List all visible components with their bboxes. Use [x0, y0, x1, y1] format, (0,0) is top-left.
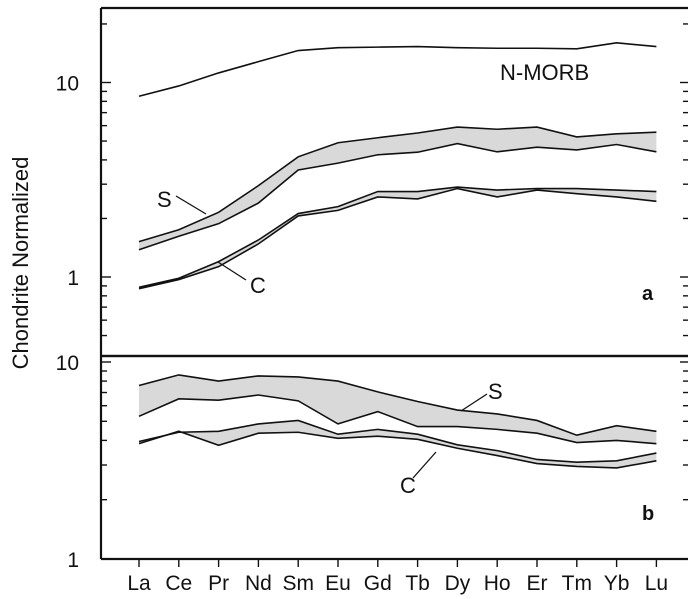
annotation-c-panel-b: C	[400, 473, 416, 498]
panel-label-a: a	[642, 283, 654, 305]
line-c-lower-panel-a	[138, 187, 657, 290]
x-tick-label-pr: Pr	[208, 572, 229, 595]
y-axis-title: Chondrite Normalized	[8, 157, 33, 370]
panel-label-b: b	[642, 503, 654, 525]
x-tick-label-tm: Tm	[562, 572, 592, 595]
panel-a: 1 10 a	[56, 6, 688, 358]
leader-s-panel-b	[460, 393, 488, 412]
y-tick-label-panel-a: 1	[67, 267, 79, 290]
x-tick-label-dy: Dy	[445, 572, 471, 595]
band-c-panel-a	[139, 187, 657, 289]
x-tick-labels: La Ce Pr Nd Sm Eu Gd Tb Dy Ho Er Tm Yb Lu	[127, 559, 668, 595]
annotation-c-panel-a: C	[250, 273, 266, 298]
line-s-upper-panel-b	[138, 374, 657, 437]
x-tick-label-ho: Ho	[484, 572, 511, 595]
line-s-upper-panel-a	[138, 126, 657, 243]
leader-c-panel-b	[412, 451, 437, 479]
y-tick-label-panel-b: 10	[56, 352, 79, 375]
line-n-morb-panel-a	[138, 41, 657, 98]
leader-c-panel-a	[217, 261, 247, 281]
line-c-upper-panel-b	[138, 419, 657, 464]
x-tick-label-nd: Nd	[245, 572, 272, 595]
x-tick-label-er: Er	[527, 572, 548, 595]
x-tick-label-gd: Gd	[364, 572, 392, 595]
plot-area-a	[138, 41, 657, 290]
x-tick-label-lu: Lu	[645, 572, 668, 595]
x-tick-label-sm: Sm	[282, 572, 314, 595]
band-s-panel-b	[139, 374, 657, 444]
panel-b: 1 10 b	[56, 352, 688, 572]
line-c-upper-panel-a	[138, 186, 657, 289]
x-tick-label-eu: Eu	[325, 572, 351, 595]
line-c-lower-panel-b	[138, 430, 657, 469]
line-s-lower-panel-a	[138, 142, 657, 251]
plot-area-b	[138, 374, 657, 469]
y-tick-label-panel-b: 1	[67, 549, 79, 572]
y-tick-label-panel-a: 10	[56, 73, 79, 96]
x-tick-label-ce: Ce	[165, 572, 192, 595]
annotation-n-morb: N-MORB	[500, 60, 589, 85]
annotations: N-MORB S C S C	[157, 60, 589, 498]
annotation-s-panel-b: S	[488, 379, 503, 404]
band-s-panel-a	[139, 127, 657, 250]
x-tick-label-tb: Tb	[405, 572, 430, 595]
x-tick-label-yb: Yb	[604, 572, 630, 595]
leader-s-panel-a	[175, 195, 207, 215]
line-s-lower-panel-b	[138, 394, 657, 445]
x-tick-label-la: La	[127, 572, 151, 595]
annotation-s-panel-a: S	[157, 187, 172, 212]
